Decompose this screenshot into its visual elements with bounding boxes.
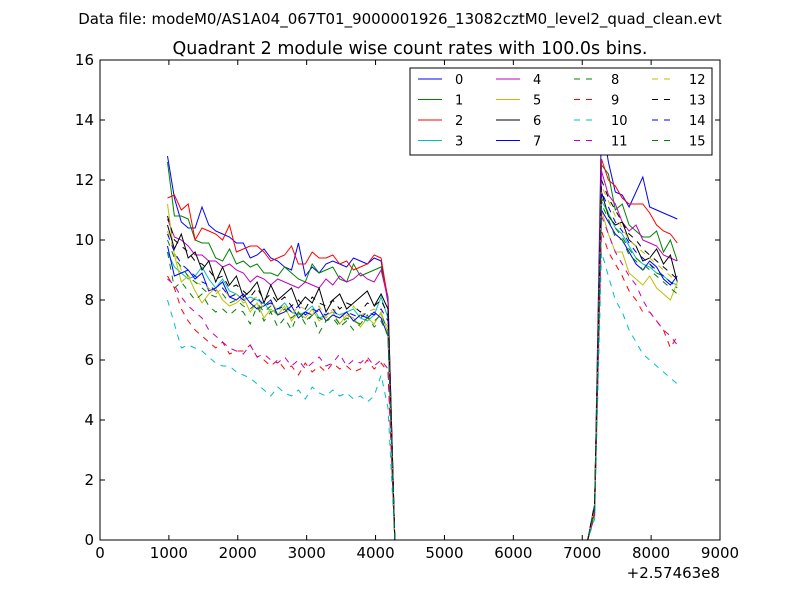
x-tick-label: 3000 (288, 544, 326, 562)
chart-title: Quadrant 2 module wise count rates with … (173, 39, 648, 59)
x-tick-label: 5000 (425, 544, 463, 562)
series-line-10 (167, 251, 678, 541)
plot-area (167, 119, 678, 541)
legend-label-11: 11 (611, 135, 628, 150)
legend-box (409, 67, 713, 156)
y-tick-label: 10 (75, 231, 94, 249)
y-tick-label: 12 (75, 171, 94, 189)
series-line-12 (167, 185, 678, 541)
y-tick-label: 4 (84, 411, 94, 429)
x-tick-label: 9000 (701, 544, 739, 562)
legend-label-7: 7 (533, 135, 541, 150)
x-tick-label: 1000 (150, 544, 188, 562)
legend-label-3: 3 (455, 135, 463, 150)
legend-label-13: 13 (689, 94, 706, 109)
chart-supertitle: Data file: modeM0/AS1A04_067T01_90000019… (78, 10, 722, 29)
series-line-11 (167, 215, 678, 541)
legend-label-2: 2 (455, 114, 463, 129)
series-line-13 (167, 179, 678, 541)
y-tick-label: 0 (84, 531, 94, 549)
x-tick-label: 6000 (494, 544, 532, 562)
y-tick-label: 8 (84, 291, 94, 309)
x-tick-label: 0 (95, 544, 105, 562)
x-tick-label: 2000 (219, 544, 257, 562)
legend-label-4: 4 (533, 73, 541, 88)
y-tick-label: 2 (84, 471, 94, 489)
series-line-5 (167, 203, 678, 541)
y-tick-label: 16 (75, 51, 94, 69)
legend-label-14: 14 (689, 114, 706, 129)
legend-label-12: 12 (689, 73, 706, 88)
series-line-8 (167, 203, 678, 541)
legend-label-9: 9 (611, 94, 619, 109)
y-tick-label: 6 (84, 351, 94, 369)
x-tick-label: 8000 (632, 544, 670, 562)
legend-label-15: 15 (689, 135, 706, 150)
legend-label-10: 10 (611, 114, 628, 129)
legend-label-0: 0 (455, 73, 463, 88)
series-line-15 (167, 197, 678, 541)
legend-label-5: 5 (533, 94, 541, 109)
series-line-9 (167, 230, 678, 541)
x-axis-offset-label: +2.57463e8 (627, 564, 720, 582)
series-line-0 (167, 119, 678, 541)
legend-label-8: 8 (611, 73, 619, 88)
legend-label-1: 1 (455, 94, 463, 109)
axis-ticks: 0 1000 2000 3000 4000 5000 6000 7000 8000 9000 0 2 4… (75, 51, 739, 562)
series-line-2 (167, 158, 678, 541)
x-tick-label: 4000 (356, 544, 394, 562)
y-tick-label: 14 (75, 111, 94, 129)
x-tick-label: 7000 (563, 544, 601, 562)
series-line-1 (167, 161, 678, 541)
legend-label-6: 6 (533, 114, 541, 129)
